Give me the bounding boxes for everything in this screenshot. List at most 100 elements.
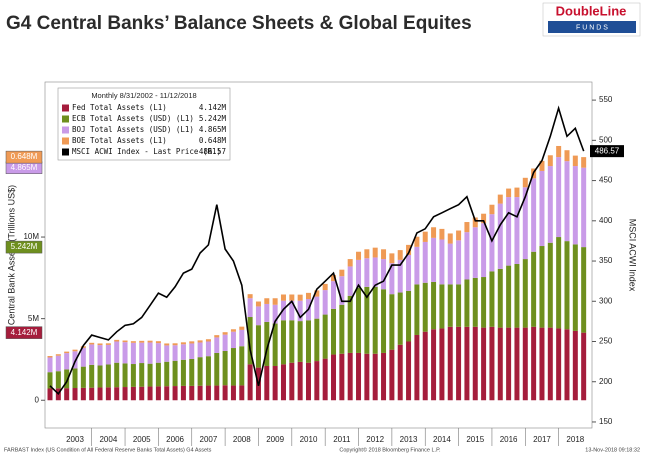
bar-segment (572, 244, 578, 331)
bar-segment (222, 332, 228, 335)
bar-segment (172, 386, 178, 401)
bar-segment (97, 387, 103, 401)
bar-segment (105, 387, 111, 401)
bar-segment (255, 306, 261, 326)
bar-segment (64, 388, 70, 401)
bar-segment (406, 290, 412, 342)
bar-segment (514, 197, 520, 264)
bar-segment (464, 279, 470, 327)
bar-segment (364, 258, 370, 287)
bar-segment (205, 341, 211, 357)
x-tick-label: 2009 (266, 435, 284, 444)
bar-segment (497, 268, 503, 328)
bar-segment (247, 364, 253, 401)
x-tick-label: 2003 (66, 435, 84, 444)
bar-segment (372, 247, 378, 258)
bar-segment (80, 366, 86, 388)
y2-tick-label: 550 (599, 95, 613, 104)
bar-segment (164, 386, 170, 401)
y2-tick-label: 300 (599, 296, 613, 305)
bar-segment (347, 295, 353, 353)
bar-segment (331, 281, 337, 309)
bar-segment (489, 271, 495, 327)
bar-segment (114, 387, 120, 401)
bar-segment (289, 320, 295, 363)
bar-segment (47, 388, 53, 401)
bar-segment (305, 292, 311, 300)
y2-axis-title: MSCI ACWI Index (628, 219, 638, 292)
stack-tag (5, 240, 43, 254)
bar-segment (472, 227, 478, 278)
footer-date: 13-Nov-2018 09:18:32 (585, 447, 640, 453)
bar-segment (197, 357, 203, 386)
bar-segment (230, 385, 236, 401)
bar-segment (322, 314, 328, 359)
legend-value: 486.57 (199, 147, 226, 156)
bar-segment (564, 329, 570, 401)
bar-segment (414, 246, 420, 285)
bar-segment (364, 286, 370, 354)
bar-segment (489, 326, 495, 401)
bar-segment (214, 385, 220, 401)
bar-segment (522, 187, 528, 260)
bar-segment (331, 274, 337, 282)
bar-segment (389, 349, 395, 401)
x-tick-label: 2005 (133, 435, 151, 444)
bar-segment (130, 342, 136, 365)
bar-segment (147, 340, 153, 343)
bar-segment (547, 242, 553, 328)
bar-segment (464, 232, 470, 280)
x-tick-label: 2010 (300, 435, 318, 444)
bar-segment (456, 230, 462, 241)
bar-segment (272, 304, 278, 324)
bar-segment (255, 301, 261, 307)
bar-segment (230, 348, 236, 386)
legend-swatch (62, 115, 69, 123)
bar-segment (422, 231, 428, 242)
bar-segment (339, 304, 345, 354)
bar-segment (564, 150, 570, 162)
bar-segment (264, 298, 270, 304)
bar-segment (389, 263, 395, 295)
bar-segment (239, 329, 245, 347)
bar-segment (247, 298, 253, 318)
bar-segment (305, 320, 311, 363)
bar-segment (439, 284, 445, 329)
bar-segment (397, 292, 403, 345)
bar-segment (556, 328, 562, 401)
bar-segment (381, 249, 387, 260)
bar-segment (447, 243, 453, 285)
bar-segment (356, 259, 362, 288)
bar-segment (381, 352, 387, 401)
bar-segment (314, 290, 320, 297)
bar-segment (489, 204, 495, 215)
bar-segment (497, 194, 503, 204)
bar-segment (297, 361, 303, 401)
bar-segment (114, 339, 120, 342)
last-value-tag (590, 145, 624, 158)
bar-segment (247, 294, 253, 299)
bar-segment (447, 326, 453, 401)
x-tick-label: 2012 (366, 435, 384, 444)
bar-segment (89, 342, 95, 345)
bar-segment (289, 294, 295, 301)
bar-segment (139, 386, 145, 401)
bar-segment (122, 387, 128, 401)
bar-segment (314, 318, 320, 362)
logo-text: DoubleLine (556, 3, 627, 18)
bar-segment (322, 283, 328, 291)
bar-segment (130, 341, 136, 343)
legend-swatch (62, 126, 69, 134)
bar-segment (581, 167, 587, 248)
bar-segment (556, 145, 562, 158)
bar-segment (481, 277, 487, 328)
bar-segment (422, 331, 428, 401)
bar-segment (581, 247, 587, 333)
y2-tick-label: 400 (599, 216, 613, 225)
bar-segment (572, 166, 578, 245)
bar-segment (189, 341, 195, 344)
bar-segment (456, 326, 462, 401)
bar-segment (55, 355, 61, 372)
bar-segment (122, 340, 128, 343)
